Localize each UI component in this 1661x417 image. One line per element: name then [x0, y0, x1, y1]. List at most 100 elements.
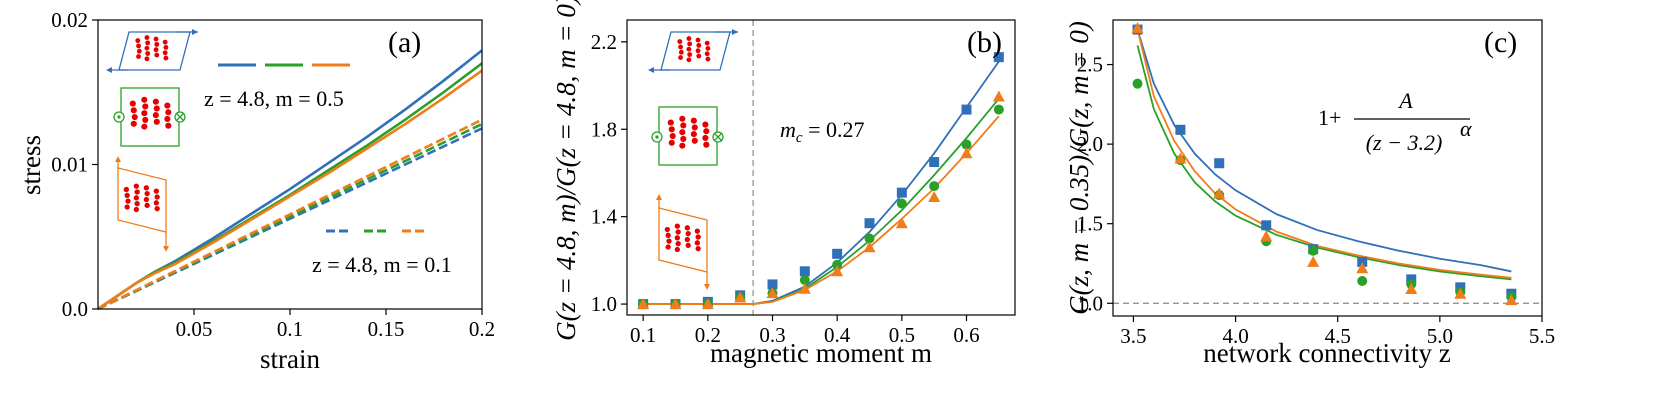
inset-tensile	[115, 156, 169, 252]
panel-c-y-label: G(z, m = 0.35)/G(z, m = 0)	[1064, 21, 1094, 315]
tensile-data-point	[1356, 262, 1369, 274]
formula-exponent: α	[1460, 116, 1472, 141]
shear-data-point	[896, 187, 907, 198]
panel-a-y-tick-label: 0.02	[51, 8, 88, 32]
shear-data-point	[1175, 124, 1186, 135]
panel-b-fit-curves	[643, 61, 1000, 305]
inset-shear	[106, 29, 198, 73]
panel-b-deformation-insets	[648, 29, 738, 290]
panel-c-label: (c)	[1484, 26, 1517, 59]
panel-a-label: (a)	[388, 26, 421, 59]
shear-data-point	[929, 157, 940, 168]
panel-a-y-label: stress	[16, 135, 46, 195]
panel-a: z = 4.8, m = 0.5 z = 4.8, m = 0.1	[16, 8, 495, 374]
biaxial-data-point	[993, 104, 1004, 115]
inset-shear	[648, 29, 738, 73]
tensile-data-point	[766, 287, 779, 299]
tensile-data-point	[1505, 294, 1518, 306]
panel-c-plot-frame	[1112, 19, 1543, 317]
biaxial-data-point	[1308, 245, 1319, 256]
tensile-data-point	[1307, 255, 1320, 267]
panel-b-plot-frame	[626, 19, 1016, 316]
panel-c-x-tick-label: 4.0	[1222, 324, 1248, 348]
inset-biaxial	[651, 106, 724, 166]
panel-a-y-tick-label: 0.0	[62, 297, 88, 321]
panel-b-x-tick-label: 0.3	[759, 323, 785, 347]
tensile-data-point	[895, 217, 908, 229]
biaxial-data-point	[896, 198, 907, 209]
tensile-data-point	[701, 298, 714, 310]
panel-b-y-tick-label: 1.0	[591, 292, 617, 316]
tensile-data-point	[734, 291, 747, 303]
panel-a-x-tick-label: 0.05	[176, 317, 213, 341]
panel-b-x-tick-label: 0.6	[953, 323, 979, 347]
panel-a-lines	[97, 49, 483, 311]
panel-c-fit-formula: 1+ A (z − 3.2) α	[1318, 88, 1472, 155]
panel-b-x-tick-label: 0.2	[695, 323, 721, 347]
panel-a-y-tick-label: 0.01	[51, 153, 88, 177]
panel-c-y-tick-label: 2.5	[1077, 53, 1103, 77]
panel-a-x-tick-label: 0.1	[277, 317, 303, 341]
shear-data-point	[864, 218, 875, 229]
stress-strain-tensile-solid-line	[97, 69, 483, 311]
panel-b-y-label: G(z = 4.8, m)/G(z = 4.8, m = 0)	[551, 0, 581, 341]
panel-c-x-label: network connectivity z	[1203, 338, 1450, 368]
panel-c-x-tick-label: 5.0	[1427, 324, 1453, 348]
fit-curve-blue	[1136, 29, 1512, 273]
formula-prefix: 1+	[1318, 105, 1341, 130]
panel-b: mc = 0.27 0.1 0.2 0.3 0.4 0.5 0.6 1.0 1.4 1.8 2.…	[551, 0, 1016, 368]
panel-a-x-tick-label: 0.15	[368, 317, 405, 341]
tensile-data-point	[1454, 287, 1467, 299]
panel-c-y-tick-label: 2.0	[1077, 132, 1103, 156]
stress-strain-tensile-dashed-line	[97, 118, 483, 311]
tensile-data-point	[1131, 21, 1144, 33]
panel-a-y-ticks: 0.0 0.01 0.02	[51, 8, 98, 321]
panel-c-y-ticks: 1.0 1.5 2.0 2.5	[1077, 53, 1113, 315]
tensile-data-point	[1174, 152, 1187, 164]
biaxial-data-point	[832, 259, 843, 270]
tensile-data-point	[798, 282, 811, 294]
tensile-data-point	[831, 265, 844, 277]
formula-denominator: (z − 3.2)	[1366, 130, 1443, 155]
shear-data-point	[799, 266, 810, 277]
panel-a-legend: z = 4.8, m = 0.5 z = 4.8, m = 0.1	[204, 63, 452, 277]
fit-curve-green	[1136, 45, 1512, 281]
panel-b-x-ticks: 0.1 0.2 0.3 0.4 0.5 0.6	[630, 315, 980, 347]
panel-a-x-label: strain	[260, 344, 320, 374]
panel-c-data-points	[1131, 21, 1518, 306]
shear-data-point	[767, 279, 778, 290]
stress-strain-biaxial-dashed-line	[97, 122, 483, 311]
panel-a-x-ticks: 0.05 0.1 0.15 0.2	[176, 309, 495, 341]
tensile-data-point	[992, 90, 1005, 102]
shear-data-point	[1261, 220, 1272, 231]
biaxial-data-point	[961, 139, 972, 150]
fit-curve-orange	[1136, 29, 1512, 279]
panel-c-x-tick-label: 5.5	[1529, 324, 1555, 348]
biaxial-data-point	[864, 233, 875, 244]
shear-data-point	[1357, 256, 1368, 267]
fit-curve-blue	[643, 61, 1000, 305]
panel-c: 1+ A (z − 3.2) α 3.5 4.0 4.5 5.0 5.5 1.0 1.5 2…	[1064, 19, 1555, 368]
biaxial-data-point	[929, 181, 940, 192]
tensile-data-point	[669, 298, 682, 310]
panel-c-fit-curves	[1136, 29, 1512, 281]
panel-b-x-label: magnetic moment m	[710, 338, 932, 368]
legend-dashed-label: z = 4.8, m = 0.1	[312, 252, 452, 277]
formula-numerator: A	[1397, 88, 1413, 113]
panel-b-y-tick-label: 1.4	[591, 205, 618, 229]
biaxial-data-point	[799, 275, 810, 286]
tensile-data-point	[1213, 187, 1226, 199]
stress-strain-shear-dashed-line	[97, 127, 483, 311]
tensile-data-point	[928, 191, 941, 202]
panel-c-y-tick-label: 1.5	[1077, 212, 1103, 236]
panel-c-x-tick-label: 3.5	[1120, 324, 1146, 348]
panel-b-y-tick-label: 1.8	[591, 117, 617, 141]
tensile-data-point	[863, 241, 876, 253]
fit-curve-orange	[643, 115, 1000, 305]
panel-c-x-tick-label: 4.5	[1325, 324, 1351, 348]
panel-a-x-tick-label: 0.2	[469, 317, 495, 341]
panel-b-y-tick-label: 2.2	[591, 30, 617, 54]
inset-biaxial	[113, 87, 186, 147]
shear-data-point	[1214, 158, 1225, 169]
